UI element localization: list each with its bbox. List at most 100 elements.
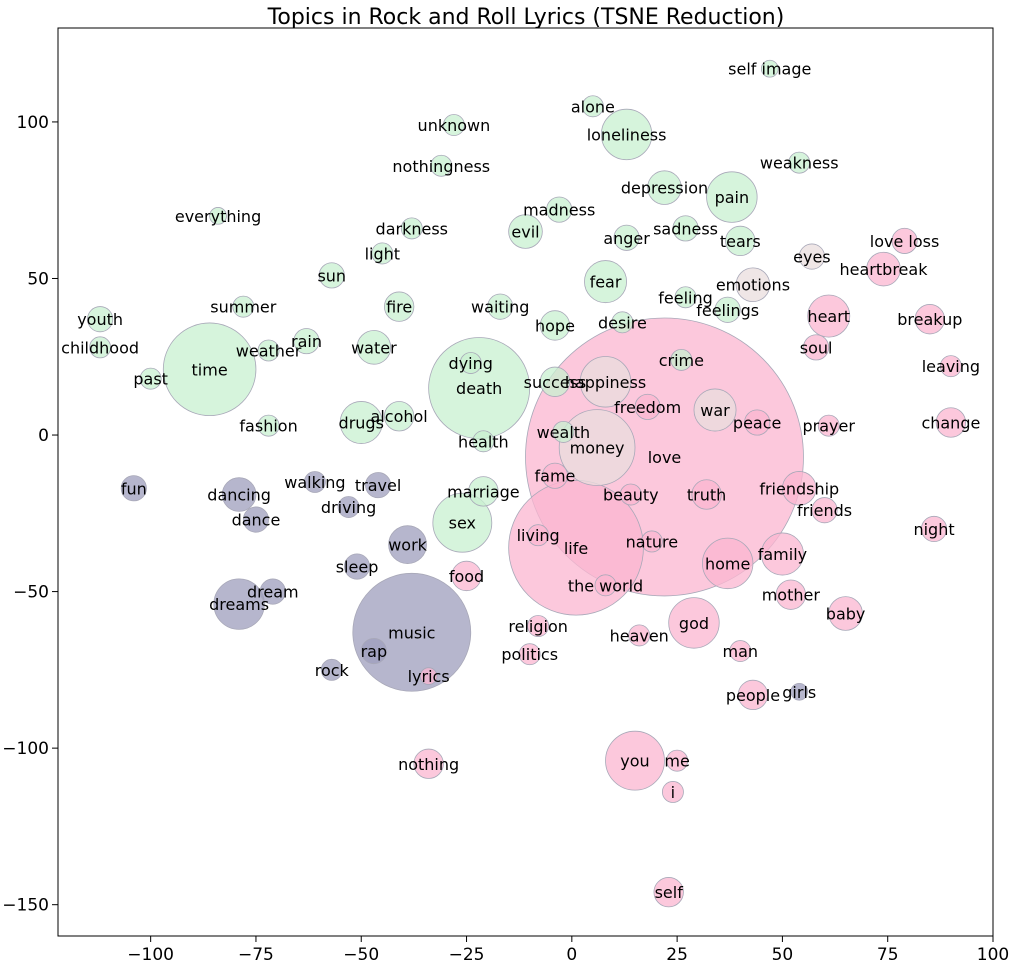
bubble-desire [611,311,634,334]
bubble-emotions [735,267,771,302]
bubble-peace [744,409,771,436]
bubble-label-self-image: self image [728,60,811,79]
bubble-sex [432,492,493,553]
bubble-depression [647,170,682,205]
bubble-madness [546,196,573,223]
bubble-dream [259,578,286,605]
bubble-label-change: change [921,414,980,433]
bubble-label-happiness: happiness [565,373,646,392]
bubble-heart [807,294,851,338]
bubble-leaving [939,355,962,378]
y-tick-label: −150 [2,896,49,916]
bubble-fashion [257,414,280,437]
bubble-label-money: money [570,439,625,458]
bubble-label-fear: fear [590,273,622,292]
x-axis: −100 −75 −50 −25 0 25 50 75 100 [127,936,1009,965]
bubble-sadness [672,215,699,242]
bubble-god [668,597,720,649]
bubble-label-anger: anger [603,229,650,248]
bubble-marriage [468,476,499,507]
bubble-label-water: water [351,338,397,357]
bubble-love-loss [891,227,918,254]
bubble-crime [670,348,693,371]
bubble-happiness [579,356,632,408]
bubble-truth [691,479,722,510]
bubble-label-unknown: unknown [418,116,491,135]
bubble-alone [581,95,604,118]
bubble-label-life: life [564,539,588,558]
y-tick-label: 0 [38,426,49,446]
bubble-label-dreams: dreams [209,595,269,614]
bubble-night [921,515,948,543]
bubble-label-dancing: dancing [207,486,271,505]
bubble-label-family: family [758,545,807,564]
bubble-label-leaving: leaving [922,357,980,376]
x-tick-label: 0 [566,945,577,965]
bubble-baby [828,596,863,631]
bubble-label-religion: religion [508,617,568,636]
bubble-success [539,366,571,397]
y-tick-label: −50 [13,583,49,603]
bubble-money [558,409,636,486]
bubble-nothingness [430,154,453,177]
bubble-you [605,730,665,791]
bubble-youth [87,306,114,333]
bubble-time [162,322,257,417]
bubble-past [139,367,162,390]
bubble-label-alcohol: alcohol [371,407,428,426]
bubble-label-man: man [723,642,759,661]
bubble-label-living: living [517,526,560,545]
y-tick-label: 100 [17,113,49,133]
bubble-war [693,388,737,432]
bubble-label-heart: heart [807,307,850,326]
bubble-everything [209,207,227,225]
bubble-label-depression: depression [621,179,708,198]
bubble-pain [706,171,758,223]
bubble-rap [360,638,387,665]
bubble-layer [87,59,967,908]
bubble-label-loneliness: loneliness [587,125,667,144]
bubble-people [737,679,769,711]
bubble-label-nothingness: nothingness [392,157,490,176]
bubble-label-prayer: prayer [803,417,856,436]
bubble-label-work: work [388,536,427,555]
bubble-darkness [400,217,423,240]
bubble-label-night: night [913,520,954,539]
bubble-label-rock: rock [315,661,350,680]
bubble-work [388,525,427,564]
bubble-label-emotions: emotions [716,276,790,295]
bubble-label-soul: soul [800,338,833,357]
bubble-label-nature: nature [626,532,678,551]
bubble-soul [803,334,830,361]
y-tick-label: 50 [27,269,49,289]
bubble-label-drugs: drugs [339,414,384,433]
y-axis: −150 −100 −50 0 50 100 [2,113,58,916]
bubble-label-dance: dance [232,511,281,530]
bubble-label-layer: self image alone unknown loneliness weakness… [61,60,980,902]
bubble-heartbreak [866,251,901,287]
bubble-friends [811,497,838,524]
bubble-fame [541,462,569,489]
bubble-family [760,532,804,576]
bubble-label-pain: pain [715,188,750,207]
bubble-evil [508,214,543,249]
bubble-hope [539,310,571,341]
bubble-label-truth: truth [687,486,726,505]
bubble-label-summer: summer [210,298,276,317]
bubble-label-sleep: sleep [336,558,379,577]
bubble-label-alone: alone [571,97,615,116]
bubble-label-everything: everything [175,207,261,226]
bubble-dying [459,352,482,374]
x-tick-label: −100 [127,945,174,965]
bubble-label-home: home [705,554,750,573]
bubble-fire [384,291,415,322]
bubble-alcohol [384,401,415,432]
bubble-label-wealth: wealth [537,423,591,442]
bubble-label-health: health [458,432,509,451]
bubble-drugs [339,401,383,444]
bubble-label-heartbreak: heartbreak [840,260,929,279]
bubble-religion [527,615,550,637]
bubble-label-rap: rap [361,642,388,661]
bubble-label-friendship: friendship [759,479,839,498]
bubble-label-travel: travel [355,476,401,495]
